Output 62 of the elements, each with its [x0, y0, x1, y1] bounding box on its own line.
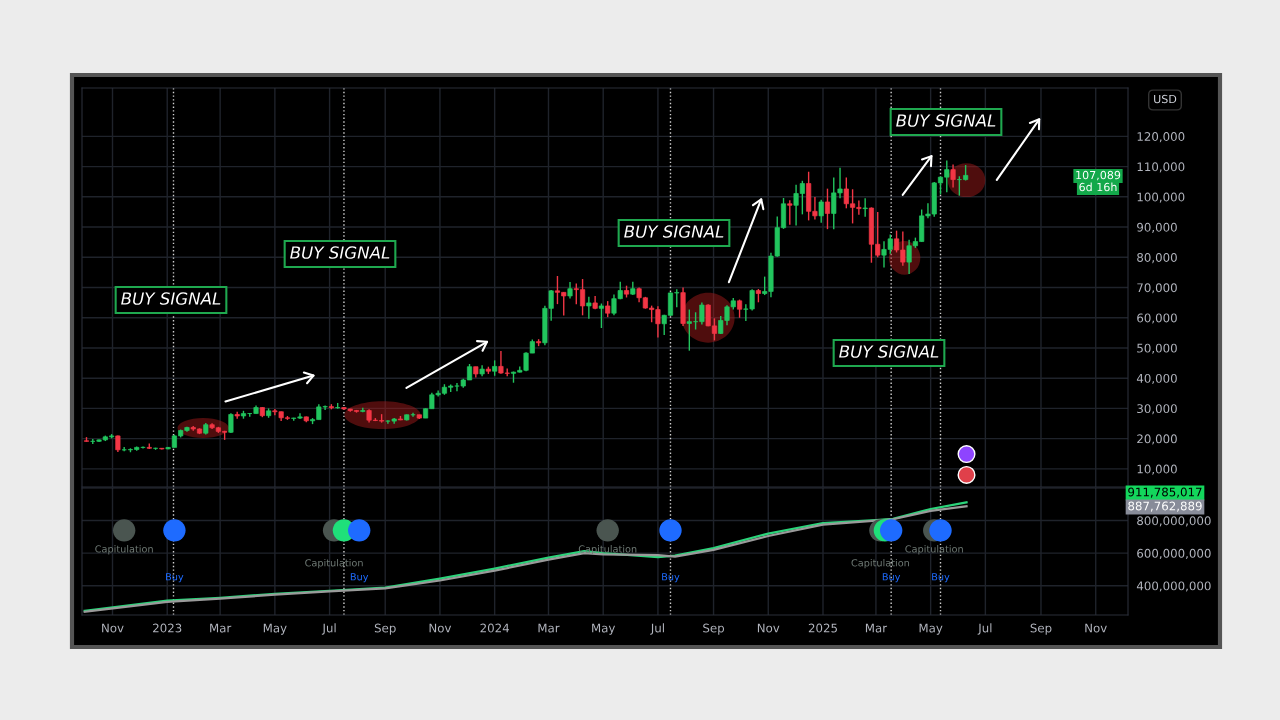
- text: Capitulation: [578, 545, 637, 555]
- x-tick-label: Sep: [374, 623, 396, 635]
- x-tick-label: Nov: [429, 623, 452, 633]
- annotation: BUY SIGNAL: [624, 225, 724, 238]
- y-tick-label: 60,000: [1137, 313, 1177, 324]
- annotation: BUY SIGNAL: [839, 345, 939, 358]
- candlestick: [824, 187, 831, 230]
- annotation: BUY SIGNAL: [121, 292, 221, 305]
- x-tick-label: Jul: [650, 623, 664, 635]
- x-tick-label: Mar: [865, 623, 888, 633]
- candlestick: [598, 302, 604, 329]
- text: USD: [1154, 94, 1177, 104]
- x-tick-label: Nov: [1085, 623, 1107, 633]
- text: Buy: [882, 573, 901, 583]
- text: Buy: [166, 573, 184, 583]
- x-tick-label: Jul: [321, 623, 336, 635]
- candlestick: [818, 199, 824, 224]
- x-tick-label: Mar: [538, 623, 560, 633]
- text: Buy: [662, 573, 680, 583]
- text: Capitulation: [851, 558, 910, 569]
- y-tick-label: 120,000: [1137, 132, 1185, 143]
- x-tick-label: 2023: [153, 623, 182, 633]
- x-tick-label: 2025: [808, 623, 837, 633]
- y-tick-label: 20,000: [1137, 434, 1177, 445]
- text: 911,785,017: [1128, 487, 1202, 498]
- y-tick-label: 800,000,000: [1137, 516, 1211, 527]
- x-tick-label: Nov: [102, 623, 124, 633]
- text: Capitulation: [305, 558, 363, 569]
- y-tick-label: 600,000,000: [1137, 548, 1211, 559]
- text: Capitulation: [905, 545, 963, 555]
- text: 887,762,889: [1128, 501, 1202, 512]
- x-tick-label: Jul: [977, 623, 992, 635]
- y-tick-label: 80,000: [1137, 253, 1177, 264]
- annotation: 107,089: [1076, 170, 1121, 181]
- y-tick-label: 110,000: [1137, 162, 1185, 173]
- y-tick-label: 70,000: [1137, 283, 1177, 294]
- y-tick-label: 90,000: [1137, 222, 1177, 233]
- x-tick-label: May: [263, 623, 287, 635]
- candlestick: [586, 296, 592, 320]
- candlestick: [228, 412, 234, 434]
- series-label: Capitulation: [95, 545, 153, 555]
- annotation: BUY SIGNAL: [290, 246, 390, 259]
- y-tick-label: 400,000,000: [1136, 581, 1211, 592]
- x-tick-label: May: [919, 623, 943, 635]
- candlestick: [950, 163, 956, 189]
- x-tick-label: May: [592, 623, 616, 635]
- y-tick-label: 100,000: [1137, 192, 1185, 203]
- x-tick-label: Mar: [210, 623, 232, 633]
- x-tick-label: Sep: [1030, 623, 1052, 635]
- x-tick-label: 2024: [480, 623, 510, 633]
- x-tick-label: Nov: [757, 623, 780, 633]
- y-tick-label: 40,000: [1136, 373, 1177, 385]
- x-tick-label: Sep: [703, 623, 725, 635]
- y-tick-label: 10,000: [1137, 464, 1177, 475]
- candlestick: [787, 199, 793, 226]
- annotation: BUY SIGNAL: [896, 114, 996, 127]
- text: Buy: [350, 573, 369, 583]
- text: Buy: [932, 573, 950, 583]
- y-tick-label: 30,000: [1137, 404, 1177, 415]
- annotation: 6d 16h: [1079, 182, 1117, 192]
- candlestick: [862, 197, 868, 218]
- y-tick-label: 50,000: [1137, 343, 1177, 354]
